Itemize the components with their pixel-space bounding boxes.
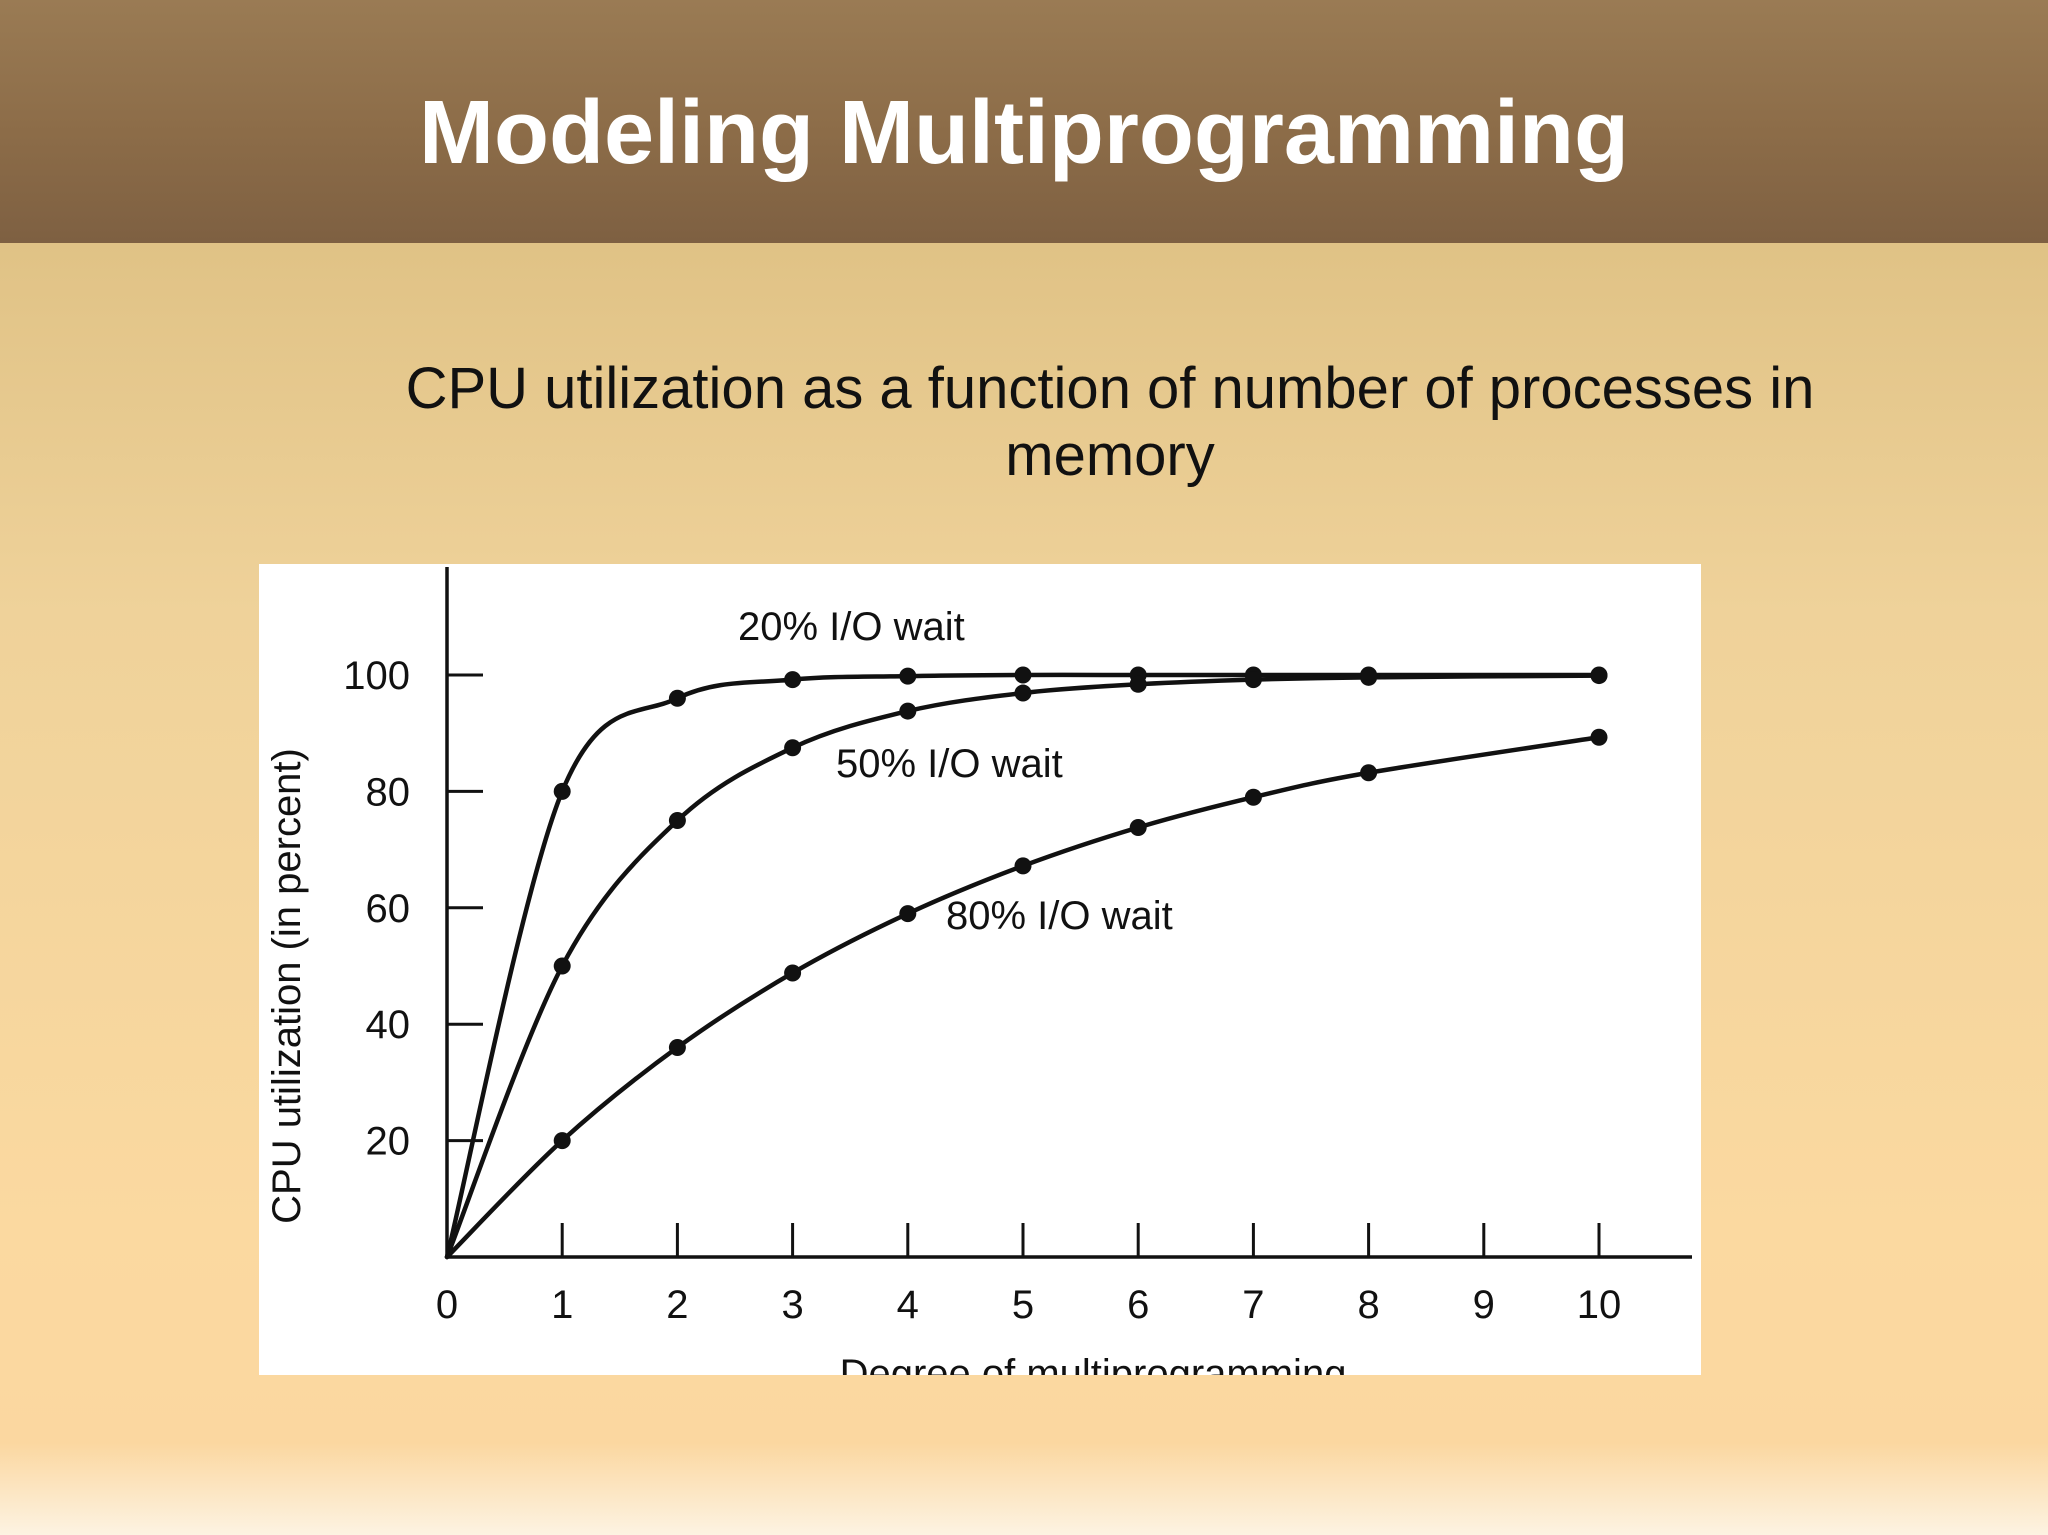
y-tick-label-40: 40 <box>366 1003 411 1047</box>
point-80-i-o-wait-x4 <box>899 905 917 923</box>
point-50-i-o-wait-x1 <box>553 957 571 975</box>
point-20-i-o-wait-x4 <box>899 667 917 685</box>
point-80-i-o-wait-x3 <box>784 964 802 982</box>
point-20-i-o-wait-x3 <box>784 671 802 689</box>
point-80-i-o-wait-x5 <box>1014 857 1032 875</box>
point-80-i-o-wait-x1 <box>553 1132 571 1150</box>
chart-panel: 0 1 2 3 4 5 6 7 8 9 10 20 40 60 80 100 CPU utilization (… <box>259 564 1701 1375</box>
series-label-50-i-o-wait: 50% I/O wait <box>836 742 1063 786</box>
x-tick-label-1: 1 <box>551 1283 573 1327</box>
series-line-50-i-o-wait <box>444 673 1602 1260</box>
series-label-80-i-o-wait: 80% I/O wait <box>946 894 1173 938</box>
y-tick-label-80: 80 <box>366 770 411 814</box>
x-tick-label-5: 5 <box>1012 1283 1034 1327</box>
y-tick-label-20: 20 <box>366 1120 411 1164</box>
axes <box>445 567 1692 1259</box>
series-line-80-i-o-wait <box>444 735 1602 1260</box>
cpu-utilization-chart: 0 1 2 3 4 5 6 7 8 9 10 20 40 60 80 100 CPU utilization (… <box>265 567 1692 1375</box>
x-tick-label-3: 3 <box>781 1283 803 1327</box>
point-50-i-o-wait-x7 <box>1244 671 1262 689</box>
slide-title: Modeling Multiprogramming <box>419 83 1629 183</box>
x-tick-label-2: 2 <box>666 1283 688 1327</box>
x-tick-label-6: 6 <box>1127 1283 1149 1327</box>
point-50-i-o-wait-x10 <box>1590 667 1608 685</box>
point-20-i-o-wait-x2 <box>668 689 686 707</box>
point-20-i-o-wait-x1 <box>553 782 571 800</box>
series-label-20-i-o-wait: 20% I/O wait <box>738 605 965 649</box>
x-tick-label-9: 9 <box>1473 1283 1495 1327</box>
x-axis-title: Degree of multiprogramming <box>840 1352 1347 1375</box>
x-tick-label-7: 7 <box>1242 1283 1264 1327</box>
y-axis-title: CPU utilization (in percent) <box>265 748 309 1224</box>
x-tick-label-8: 8 <box>1357 1283 1379 1327</box>
point-50-i-o-wait-x5 <box>1014 684 1032 702</box>
point-80-i-o-wait-x6 <box>1129 818 1147 836</box>
y-tick-label-60: 60 <box>366 887 411 931</box>
point-80-i-o-wait-x10 <box>1590 728 1608 746</box>
point-50-i-o-wait-x8 <box>1360 668 1378 686</box>
point-50-i-o-wait-x3 <box>784 739 802 757</box>
point-50-i-o-wait-x2 <box>668 812 686 829</box>
title-bar <box>0 0 2048 243</box>
series-layer <box>444 666 1608 1260</box>
x-tick-label-4: 4 <box>897 1283 919 1327</box>
x-tick-label-0: 0 <box>436 1283 458 1327</box>
point-50-i-o-wait-x6 <box>1129 675 1147 693</box>
point-50-i-o-wait-x4 <box>899 702 917 720</box>
slide-subtitle: CPU utilization as a function of number … <box>405 356 1815 488</box>
y-tick-label-100: 100 <box>343 654 410 698</box>
point-80-i-o-wait-x2 <box>668 1038 686 1056</box>
labels: 0 1 2 3 4 5 6 7 8 9 10 20 40 60 80 100 CPU utilization (… <box>265 605 1621 1375</box>
point-20-i-o-wait-x5 <box>1014 666 1032 684</box>
x-tick-label-10: 10 <box>1577 1283 1622 1327</box>
point-80-i-o-wait-x7 <box>1244 788 1262 806</box>
point-80-i-o-wait-x8 <box>1360 764 1378 782</box>
